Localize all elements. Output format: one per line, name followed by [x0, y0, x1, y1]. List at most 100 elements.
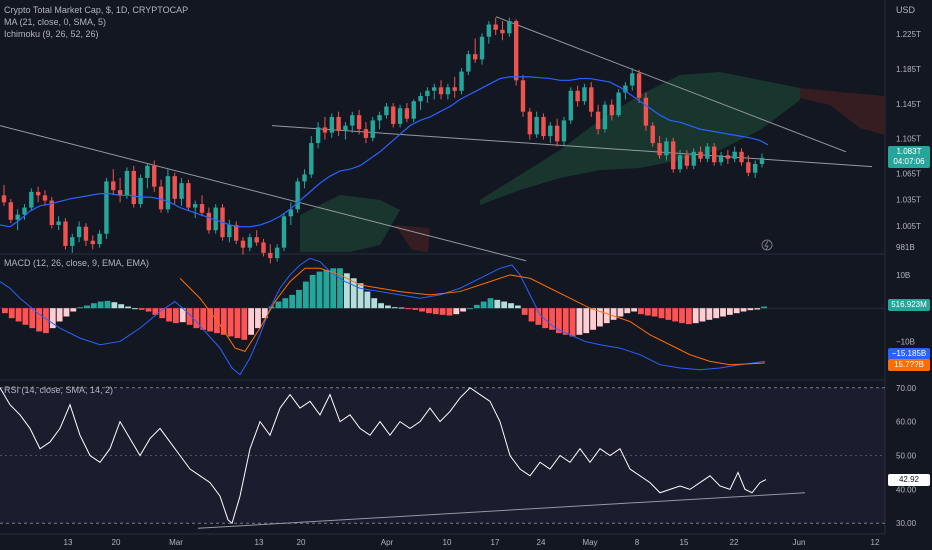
macd-histogram-bar [590, 308, 596, 330]
candle-body [97, 233, 102, 245]
macd-tick: 10B [896, 271, 910, 280]
candle-body [657, 143, 662, 156]
candle-body [691, 151, 696, 166]
candle-body [438, 87, 444, 95]
macd-histogram-bar [207, 308, 213, 332]
macd-histogram-bar [22, 308, 29, 325]
macd-histogram-bar [412, 308, 419, 310]
macd-histogram-bar [371, 298, 378, 309]
candle-body [643, 97, 649, 126]
candle-body [650, 125, 655, 144]
macd-histogram-bar [453, 308, 460, 315]
candle-body [541, 116, 546, 137]
rsi-tick: 60.00 [896, 418, 917, 427]
macd-histogram-bar [343, 273, 350, 309]
ichimoku-cloud-bearish [395, 225, 430, 252]
candle-body [281, 216, 287, 248]
macd-histogram-bar [234, 308, 241, 339]
macd-histogram-bar [439, 308, 446, 315]
candle-body [124, 170, 130, 196]
macd-histogram-bar [555, 308, 562, 334]
candle-body [83, 226, 89, 241]
candle-body [227, 224, 232, 238]
macd-histogram-bar [610, 308, 617, 320]
candle-body [302, 174, 307, 182]
candle-body [575, 90, 580, 102]
macd-line-badge: −15.185B [888, 348, 930, 360]
macd-histogram-bar [90, 303, 97, 309]
candle-body [56, 221, 61, 225]
macd-histogram-bar [77, 307, 84, 309]
ma-legend[interactable]: MA (21, close, 0, SMA, 5) [4, 17, 107, 27]
macd-histogram-bar [84, 305, 90, 309]
candle-body [186, 183, 191, 208]
macd-histogram-bar [740, 308, 747, 312]
candle-body [111, 181, 116, 191]
macd-histogram-bar [467, 308, 473, 310]
macd-histogram-bar [350, 278, 357, 309]
macd-histogram-bar [521, 308, 528, 315]
macd-histogram-bar [166, 308, 172, 322]
macd-legend[interactable]: MACD (12, 26, close, 9, EMA, EMA) [4, 258, 150, 268]
macd-histogram-bar [747, 308, 754, 311]
rsi-legend[interactable]: RSI (14, close, SMA, 14, 2) [4, 385, 114, 395]
candle-body [268, 252, 273, 259]
macd-histogram-bar [111, 302, 118, 309]
candle-body [350, 115, 355, 126]
candle-body [418, 96, 423, 102]
candle-body [254, 237, 259, 243]
candle-body [104, 181, 109, 234]
candle-body [213, 207, 218, 231]
macd-histogram-bar [679, 308, 685, 324]
candle-body [718, 155, 724, 163]
macd-histogram-bar [391, 307, 398, 309]
macd-histogram-bar [726, 308, 733, 315]
candle-body [49, 200, 55, 225]
macd-histogram-bar [624, 308, 631, 314]
currency-label: USD [896, 5, 916, 15]
candle-body [397, 108, 403, 124]
macd-histogram-bar [460, 308, 467, 312]
candle-body [29, 191, 34, 208]
candle-body [725, 155, 731, 159]
macd-histogram-bar [138, 308, 145, 310]
time-tick: 12 [871, 538, 880, 547]
macd-histogram-bar [583, 308, 590, 334]
macd-histogram-bar [282, 298, 289, 309]
candle-body [486, 24, 492, 37]
macd-histogram-bar [97, 301, 104, 309]
macd-histogram-bar [638, 308, 644, 315]
macd-hist-badge: 516.923M [888, 299, 930, 311]
macd-histogram-bar [364, 291, 371, 309]
candle-body [70, 237, 75, 246]
macd-histogram-bar [261, 308, 268, 319]
time-tick: 22 [730, 538, 739, 547]
price-value: 1.083T [896, 147, 922, 156]
price-tick: 1.005T [896, 222, 921, 231]
macd-histogram-bar [713, 308, 720, 319]
ichimoku-legend[interactable]: Ichimoku (9, 26, 52, 26) [4, 29, 99, 39]
candle-body [179, 183, 184, 199]
ichimoku-cloud-bearish [800, 88, 885, 135]
candle-body [527, 111, 533, 135]
macd-histogram-bar [152, 308, 159, 315]
lightning-icon [764, 240, 769, 251]
candle-body [356, 115, 362, 130]
macd-histogram-bar [685, 308, 692, 325]
candle-body [472, 54, 478, 60]
macd-histogram-bar [658, 308, 665, 319]
macd-histogram-bar [275, 301, 282, 309]
candle-body [22, 207, 27, 215]
macd-histogram-bar [494, 299, 501, 309]
candle-body [513, 21, 519, 81]
price-badge: 1.083T 04:07:06 [888, 146, 930, 168]
macd-histogram-bar [398, 307, 405, 309]
candle-body [554, 125, 560, 142]
candle-body [42, 195, 48, 201]
macd-histogram-bar [179, 308, 186, 323]
macd-histogram-bar [337, 268, 343, 309]
macd-histogram-bar [172, 308, 179, 324]
main-legend-title: Crypto Total Market Cap, $, 1D, CRYPTOCA… [4, 5, 189, 15]
candle-body [432, 87, 437, 91]
